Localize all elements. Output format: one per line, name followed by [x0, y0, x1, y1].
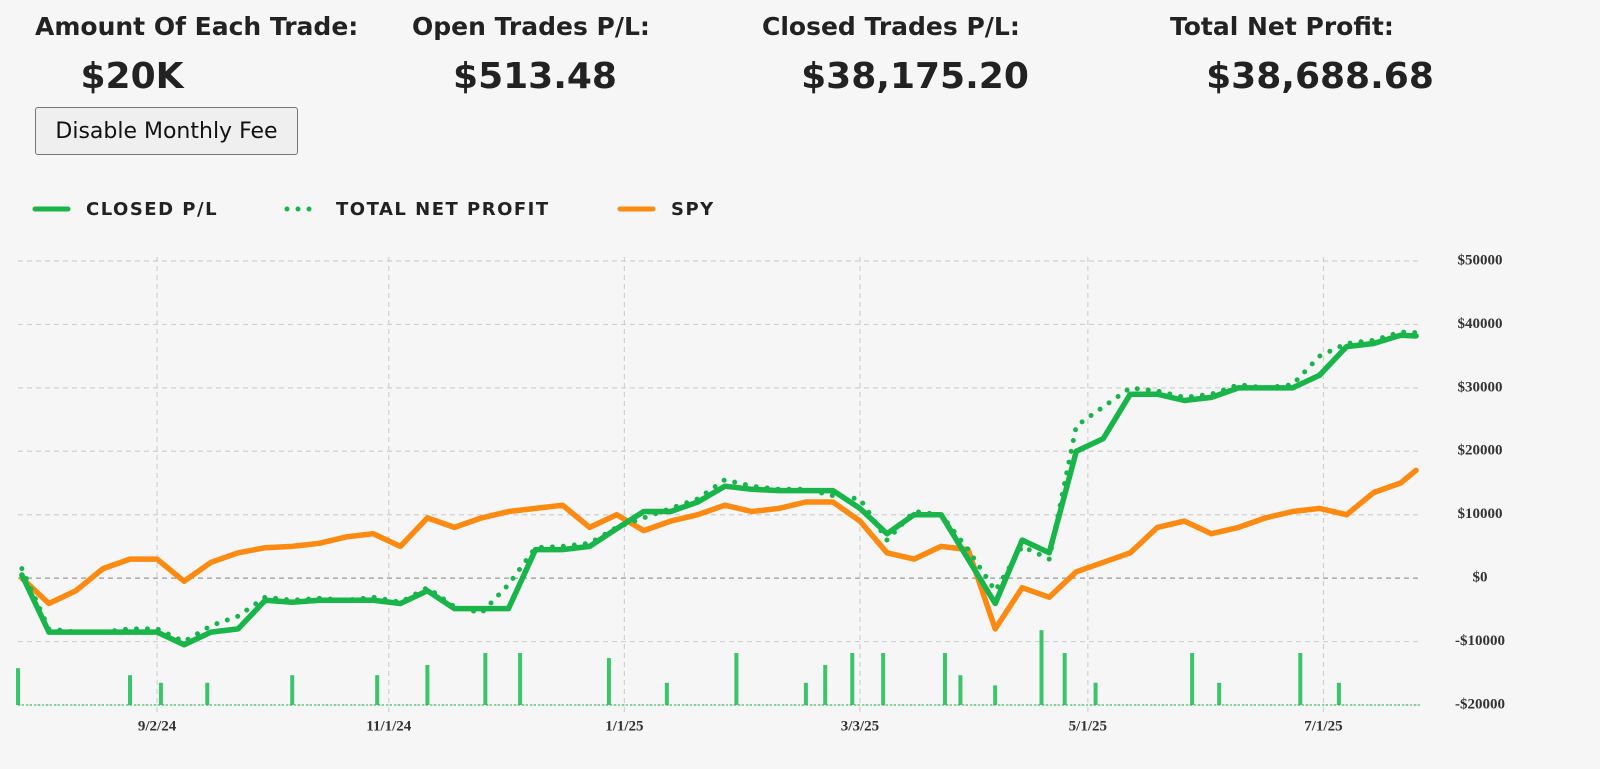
volume-bar [606, 658, 611, 705]
stat-label: Closed Trades P/L: [762, 12, 1020, 41]
volume-bar [823, 665, 828, 705]
volume-bar [850, 652, 855, 705]
x-tick-label: 3/3/25 [841, 718, 879, 734]
volume-bar [425, 665, 430, 705]
volume-bar [1336, 682, 1341, 705]
y-tick-label: -$10000 [1455, 633, 1505, 649]
x-tick-label: 9/2/24 [138, 718, 177, 734]
stat-value: $38,175.20 [801, 56, 1029, 97]
stat-value: $513.48 [453, 56, 617, 97]
volume-bar [1298, 652, 1303, 705]
y-tick-label: $10000 [1458, 506, 1503, 522]
y-tick-label: $20000 [1458, 443, 1503, 459]
stat-label: Open Trades P/L: [412, 12, 650, 41]
volume-bar [993, 685, 998, 705]
legend-label: CLOSED P/L [86, 199, 218, 220]
volume-bar [1039, 630, 1044, 705]
x-tick-label: 1/1/25 [605, 718, 643, 734]
volume-bar [803, 682, 808, 705]
stat-label: Amount Of Each Trade: [35, 12, 359, 41]
stat-label: Total Net Profit: [1170, 12, 1394, 41]
volume-bar [664, 682, 669, 705]
series-line [19, 329, 1419, 645]
series-line [19, 467, 1419, 632]
volume-bar [128, 675, 133, 705]
volume-bar [1062, 652, 1067, 705]
volume-bar [158, 682, 163, 705]
volume-bar [290, 675, 295, 705]
volume-bar [16, 668, 20, 705]
x-tick-label: 7/1/25 [1304, 718, 1342, 734]
volume-bar [734, 652, 739, 705]
y-tick-label: $0 [1473, 570, 1488, 586]
legend-label: TOTAL NET PROFIT [336, 199, 550, 220]
volume-bar [1190, 652, 1195, 705]
volume-bar [881, 652, 886, 705]
stat-value: $38,688.68 [1206, 56, 1434, 97]
volume-bar [1217, 682, 1222, 705]
x-tick-label: 11/1/24 [366, 718, 412, 734]
volume-bar [375, 675, 380, 705]
volume-bar [1093, 682, 1098, 705]
volume-bar [518, 652, 523, 705]
y-tick-label: $50000 [1458, 252, 1503, 268]
volume-bar [483, 652, 488, 705]
x-tick-label: 5/1/25 [1069, 718, 1107, 734]
series-line [19, 332, 1419, 648]
y-tick-label: $40000 [1458, 316, 1503, 332]
volume-bar [205, 682, 210, 705]
volume-bar [942, 652, 947, 705]
y-tick-label: $30000 [1458, 379, 1503, 395]
y-tick-label: -$20000 [1455, 696, 1505, 712]
stat-value: $20K [80, 56, 184, 97]
fee-toggle-button[interactable]: Disable Monthly Fee [35, 107, 298, 155]
legend-label: SPY [671, 199, 715, 220]
volume-bar [958, 675, 963, 705]
